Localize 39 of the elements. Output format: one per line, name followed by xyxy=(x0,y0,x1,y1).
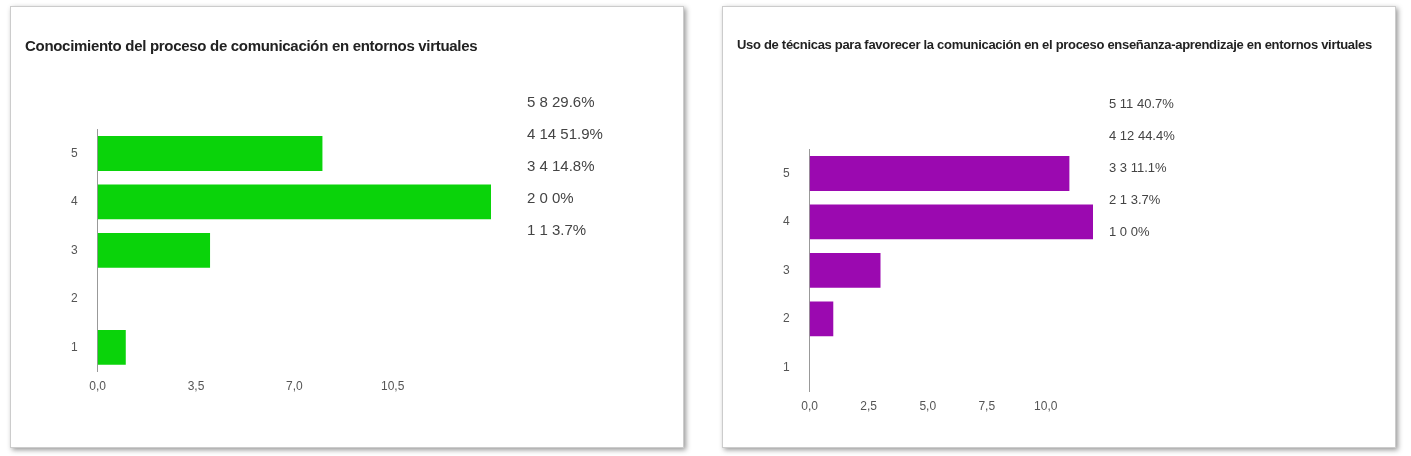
chart-title: Conocimiento del proceso de comunicación en entornos virtuales xyxy=(25,37,479,54)
text: 4 12 44.4% xyxy=(1108,126,1176,145)
x-tick-label: 10,5 xyxy=(380,379,405,394)
x-tick-label: 5,0 xyxy=(919,399,937,414)
x-tick-label: 0,0 xyxy=(801,399,819,414)
x-tick-label: 2,5 xyxy=(860,399,878,414)
y-tick-label: 3 xyxy=(782,262,790,277)
x-tick-label: 7,5 xyxy=(978,399,996,414)
text: 5 8 29.6% xyxy=(526,91,596,112)
text: 2 1 3.7% xyxy=(1108,190,1162,209)
bar xyxy=(809,301,834,337)
text: 3 3 11.1% xyxy=(1108,158,1168,177)
bar xyxy=(809,204,1093,240)
y-tick-label: 3 xyxy=(70,242,78,257)
chart-title: Uso de técnicas para favorecer la comunicación en el proceso enseñanza-aprendizaje en entornos virtuales xyxy=(737,37,1373,52)
bar xyxy=(97,329,126,365)
text: 1 1 3.7% xyxy=(526,219,588,240)
text: 4 14 51.9% xyxy=(526,123,604,144)
y-tick-label: 4 xyxy=(782,214,790,229)
y-tick-label: 2 xyxy=(70,291,78,306)
y-tick-label: 1 xyxy=(782,359,790,374)
y-tick-label: 4 xyxy=(70,194,78,209)
bar xyxy=(97,184,491,220)
x-tick-label: 0,0 xyxy=(89,379,107,394)
bar xyxy=(809,155,1070,191)
text: 3 4 14.8% xyxy=(526,155,596,176)
text: 5 11 40.7% xyxy=(1108,94,1175,113)
text: 1 0 0% xyxy=(1108,222,1151,241)
y-tick-label: 5 xyxy=(70,145,78,160)
y-tick-label: 5 xyxy=(782,165,790,180)
x-tick-label: 3,5 xyxy=(187,379,205,394)
x-tick-label: 7,0 xyxy=(285,379,303,394)
y-tick-label: 2 xyxy=(782,311,790,326)
bar xyxy=(809,252,881,288)
x-tick-label: 10,0 xyxy=(1034,399,1058,414)
bar xyxy=(97,135,323,171)
bar xyxy=(97,232,211,268)
text: 2 0 0% xyxy=(526,187,575,208)
y-tick-label: 1 xyxy=(70,339,78,354)
